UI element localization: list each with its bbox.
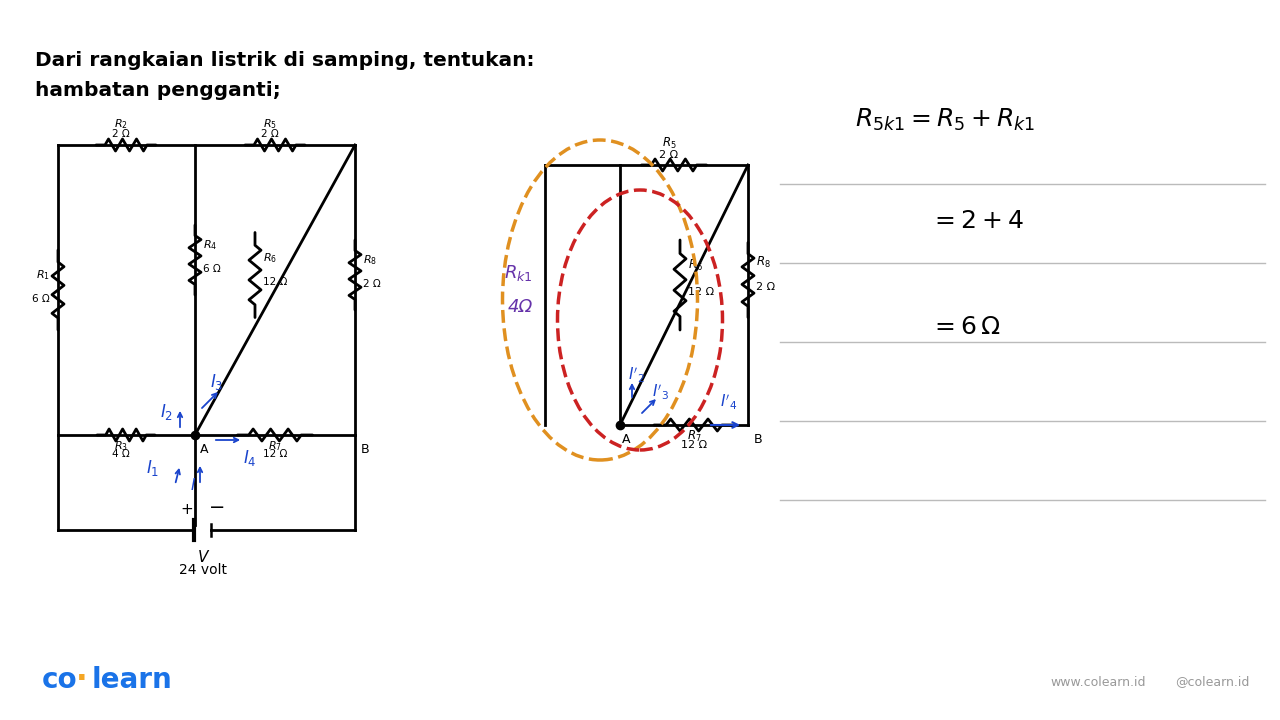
Text: 12 Ω: 12 Ω [262, 449, 287, 459]
Text: $R_{5k1} = R_5 + R_{k1}$: $R_{5k1} = R_5 + R_{k1}$ [855, 107, 1036, 133]
Text: ·: · [77, 665, 88, 695]
Text: 24 volt: 24 volt [179, 563, 227, 577]
Text: 12 Ω: 12 Ω [689, 287, 714, 297]
Text: 4Ω: 4Ω [508, 298, 532, 316]
Text: co: co [42, 666, 78, 694]
Text: $R_8$: $R_8$ [364, 253, 378, 267]
Text: $I'_2$: $I'_2$ [628, 365, 645, 384]
Text: 2 Ω: 2 Ω [364, 279, 380, 289]
Text: $R_6$: $R_6$ [262, 251, 276, 265]
Text: $R_7$: $R_7$ [268, 439, 282, 453]
Text: 2 Ω: 2 Ω [756, 282, 776, 292]
Text: 2 Ω: 2 Ω [659, 150, 678, 160]
Text: $R_5$: $R_5$ [662, 136, 676, 151]
Text: B: B [361, 443, 370, 456]
Text: $R_8$: $R_8$ [756, 255, 771, 270]
Text: B: B [754, 433, 763, 446]
Text: $I_3$: $I_3$ [210, 372, 224, 392]
Text: −: − [209, 498, 225, 517]
Text: www.colearn.id: www.colearn.id [1050, 675, 1146, 688]
Text: $I_4$: $I_4$ [243, 448, 257, 468]
Text: 12 Ω: 12 Ω [262, 277, 288, 287]
Text: $R_6$: $R_6$ [689, 258, 703, 273]
Text: A: A [622, 433, 631, 446]
Text: 4 Ω: 4 Ω [113, 449, 129, 459]
Text: 2 Ω: 2 Ω [261, 129, 279, 139]
Text: +: + [180, 502, 193, 517]
Text: $= 6\,\Omega$: $= 6\,\Omega$ [931, 317, 1001, 340]
Text: Dari rangkaian listrik di samping, tentukan:: Dari rangkaian listrik di samping, tentu… [35, 50, 535, 70]
Text: $R_{k1}$: $R_{k1}$ [504, 263, 532, 283]
Text: $R_5$: $R_5$ [262, 117, 276, 131]
Text: hambatan pengganti;: hambatan pengganti; [35, 81, 280, 99]
Text: $R_3$: $R_3$ [114, 439, 128, 453]
Text: $R_2$: $R_2$ [114, 117, 128, 131]
Text: V: V [198, 550, 209, 565]
Text: $R_1$: $R_1$ [36, 268, 50, 282]
Text: A: A [200, 443, 209, 456]
Text: $I_1$: $I_1$ [146, 458, 160, 478]
Text: 6 Ω: 6 Ω [32, 294, 50, 304]
Text: $I'_4$: $I'_4$ [719, 392, 737, 412]
Text: 6 Ω: 6 Ω [204, 264, 220, 274]
Text: @colearn.id: @colearn.id [1175, 675, 1249, 688]
Text: 12 Ω: 12 Ω [681, 440, 707, 450]
Text: $I$: $I$ [189, 477, 196, 493]
Text: $I'_3$: $I'_3$ [652, 382, 669, 402]
Text: $= 2 + 4$: $= 2 + 4$ [931, 210, 1024, 233]
Text: $R_4$: $R_4$ [204, 238, 218, 252]
Text: $I_2$: $I_2$ [160, 402, 174, 422]
Text: $R_7$: $R_7$ [686, 429, 701, 444]
Text: 2 Ω: 2 Ω [113, 129, 129, 139]
Text: learn: learn [92, 666, 173, 694]
